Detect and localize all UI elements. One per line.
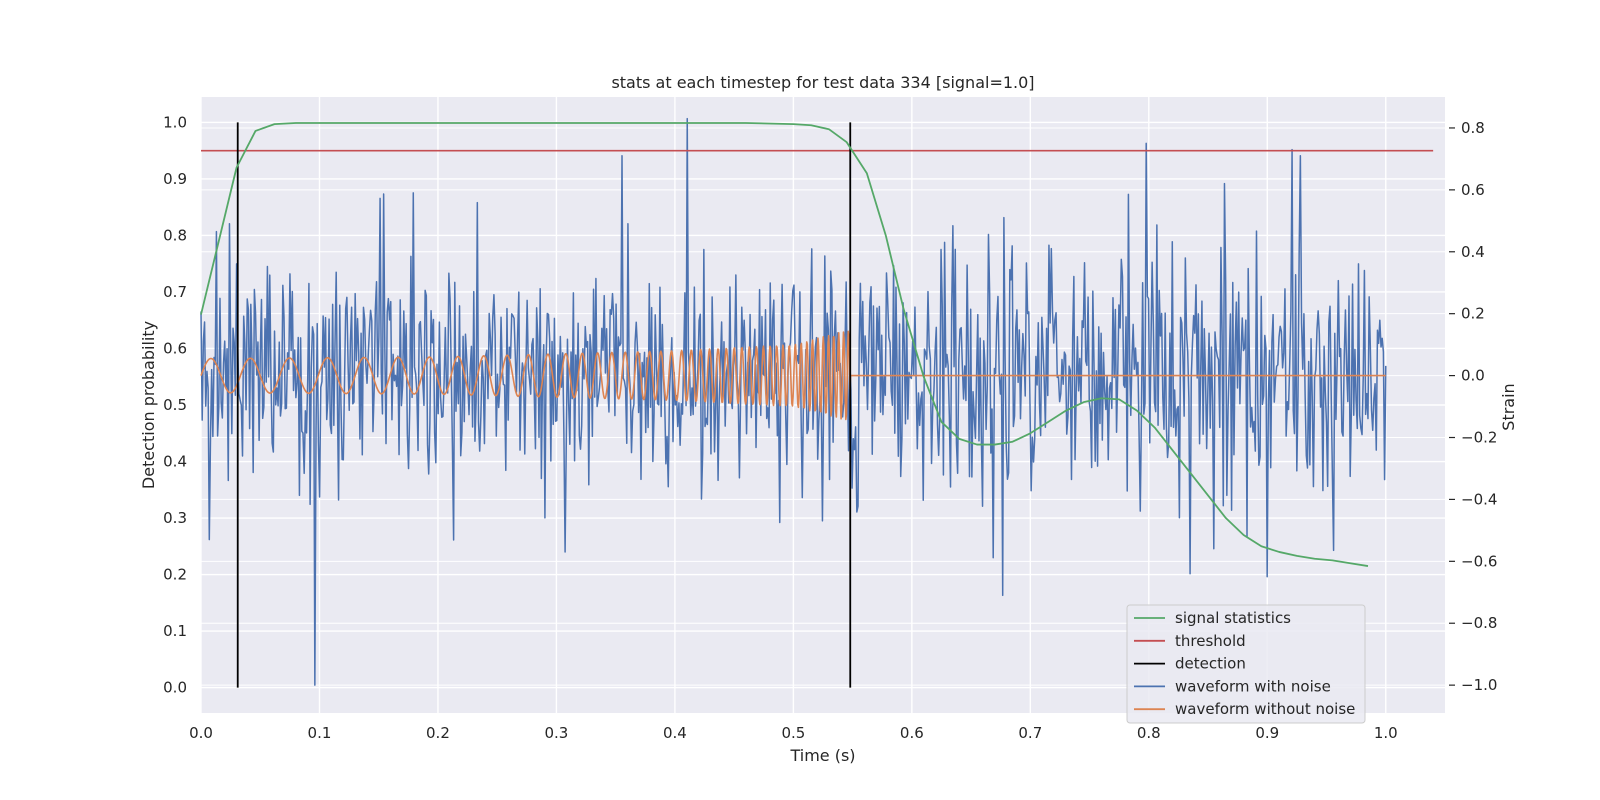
x-tick-label: 0.0 bbox=[189, 724, 213, 742]
x-tick-label: 0.6 bbox=[900, 724, 924, 742]
y2-tick-label: 0.4 bbox=[1461, 243, 1485, 261]
legend-item: detection bbox=[1175, 655, 1246, 673]
y-tick-label: 0.0 bbox=[163, 679, 187, 697]
y-axis-label: Detection probability bbox=[139, 321, 158, 489]
y-tick-label: 0.5 bbox=[163, 396, 187, 414]
y2-tick-label: −0.2 bbox=[1461, 429, 1497, 447]
y-tick-label: 0.2 bbox=[163, 566, 187, 584]
legend-box bbox=[1126, 604, 1366, 724]
y2-tick-label: −0.8 bbox=[1461, 614, 1497, 632]
y-tick-label: 0.6 bbox=[163, 339, 187, 357]
y2-tick-label: −0.4 bbox=[1461, 490, 1497, 508]
left-y-axis-ticks: 0.0 0.1 0.2 0.3 0.4 0.5 0.6 0.7 0.8 0.9 1.0 bbox=[163, 113, 187, 696]
x-axis-ticks: 0.0 0.1 0.2 0.3 0.4 0.5 0.6 0.7 0.8 0.9 1.0 bbox=[189, 724, 1398, 742]
x-tick-label: 0.9 bbox=[1255, 724, 1279, 742]
y-tick-label: 0.9 bbox=[163, 170, 187, 188]
x-tick-label: 0.8 bbox=[1137, 724, 1161, 742]
legend-item: waveform without noise bbox=[1175, 700, 1355, 718]
y-tick-label: 0.7 bbox=[163, 283, 187, 301]
x-tick-label: 0.3 bbox=[544, 724, 568, 742]
y-tick-label: 0.3 bbox=[163, 509, 187, 527]
legend-item: threshold bbox=[1175, 632, 1246, 650]
y2-tick-label: −1.0 bbox=[1461, 676, 1497, 694]
x-tick-label: 0.5 bbox=[781, 724, 805, 742]
right-y-axis-ticks: −1.0 −0.8 −0.6 −0.4 −0.2 0.0 0.2 0.4 0.6 0.8 bbox=[1449, 119, 1497, 694]
y-tick-label: 1.0 bbox=[163, 113, 187, 131]
x-axis-label: Time (s) bbox=[789, 746, 855, 765]
series-waveform-without-noise bbox=[200, 330, 1386, 421]
y-tick-label: 0.8 bbox=[163, 226, 187, 244]
series-signal-statistics bbox=[200, 122, 1369, 567]
y-tick-label: 0.1 bbox=[163, 622, 187, 640]
y2-tick-label: 0.8 bbox=[1461, 119, 1485, 137]
y2-tick-label: −0.6 bbox=[1461, 552, 1497, 570]
y2-tick-label: 0.2 bbox=[1461, 305, 1485, 323]
x-tick-label: 1.0 bbox=[1374, 724, 1398, 742]
x-tick-label: 0.1 bbox=[308, 724, 332, 742]
x-tick-label: 0.4 bbox=[663, 724, 687, 742]
y2-axis-label: Strain bbox=[1499, 383, 1518, 430]
y2-tick-label: 0.0 bbox=[1461, 367, 1485, 385]
legend: signal statistics threshold detection wavef… bbox=[1126, 604, 1366, 724]
legend-item: signal statistics bbox=[1175, 609, 1291, 627]
x-tick-label: 0.7 bbox=[1018, 724, 1042, 742]
x-tick-label: 0.2 bbox=[426, 724, 450, 742]
legend-item: waveform with noise bbox=[1175, 677, 1331, 695]
chart-title: stats at each timestep for test data 334… bbox=[611, 73, 1034, 92]
y2-tick-label: 0.6 bbox=[1461, 181, 1485, 199]
y-tick-label: 0.4 bbox=[163, 453, 187, 471]
plot-layer bbox=[200, 117, 1434, 688]
